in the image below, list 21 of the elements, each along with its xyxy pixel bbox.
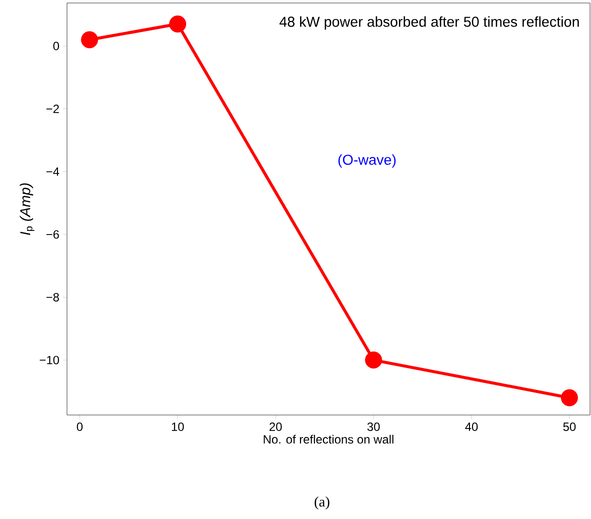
y-tick-label: −4 xyxy=(46,168,60,176)
y-tick-label: 0 xyxy=(53,42,60,50)
annotation: (O-wave) xyxy=(338,154,396,168)
x-tick-label: 30 xyxy=(367,422,380,431)
y-tick-label: −2 xyxy=(46,104,59,113)
x-tick-label: 50 xyxy=(563,422,576,431)
x-tick-label: 10 xyxy=(172,422,184,431)
x-axis-title: No. of reflections on wall xyxy=(264,434,394,444)
x-tick-label: 20 xyxy=(270,422,282,431)
y-axis-title: I$_{p}$ (Amp) xyxy=(20,183,34,235)
y-tick-label: −6 xyxy=(46,230,59,239)
point xyxy=(365,352,382,369)
y-tick-label: −8 xyxy=(46,293,59,302)
text: (a) xyxy=(314,496,330,510)
point xyxy=(81,31,98,48)
x-tick-label: 40 xyxy=(465,422,478,431)
x-tick-label: 0 xyxy=(76,422,83,431)
y-tick-label: −10 xyxy=(40,356,60,364)
point xyxy=(169,16,186,33)
annotation: 48 kW power absorbed after 50 times reflection xyxy=(280,16,579,30)
point xyxy=(560,389,578,406)
